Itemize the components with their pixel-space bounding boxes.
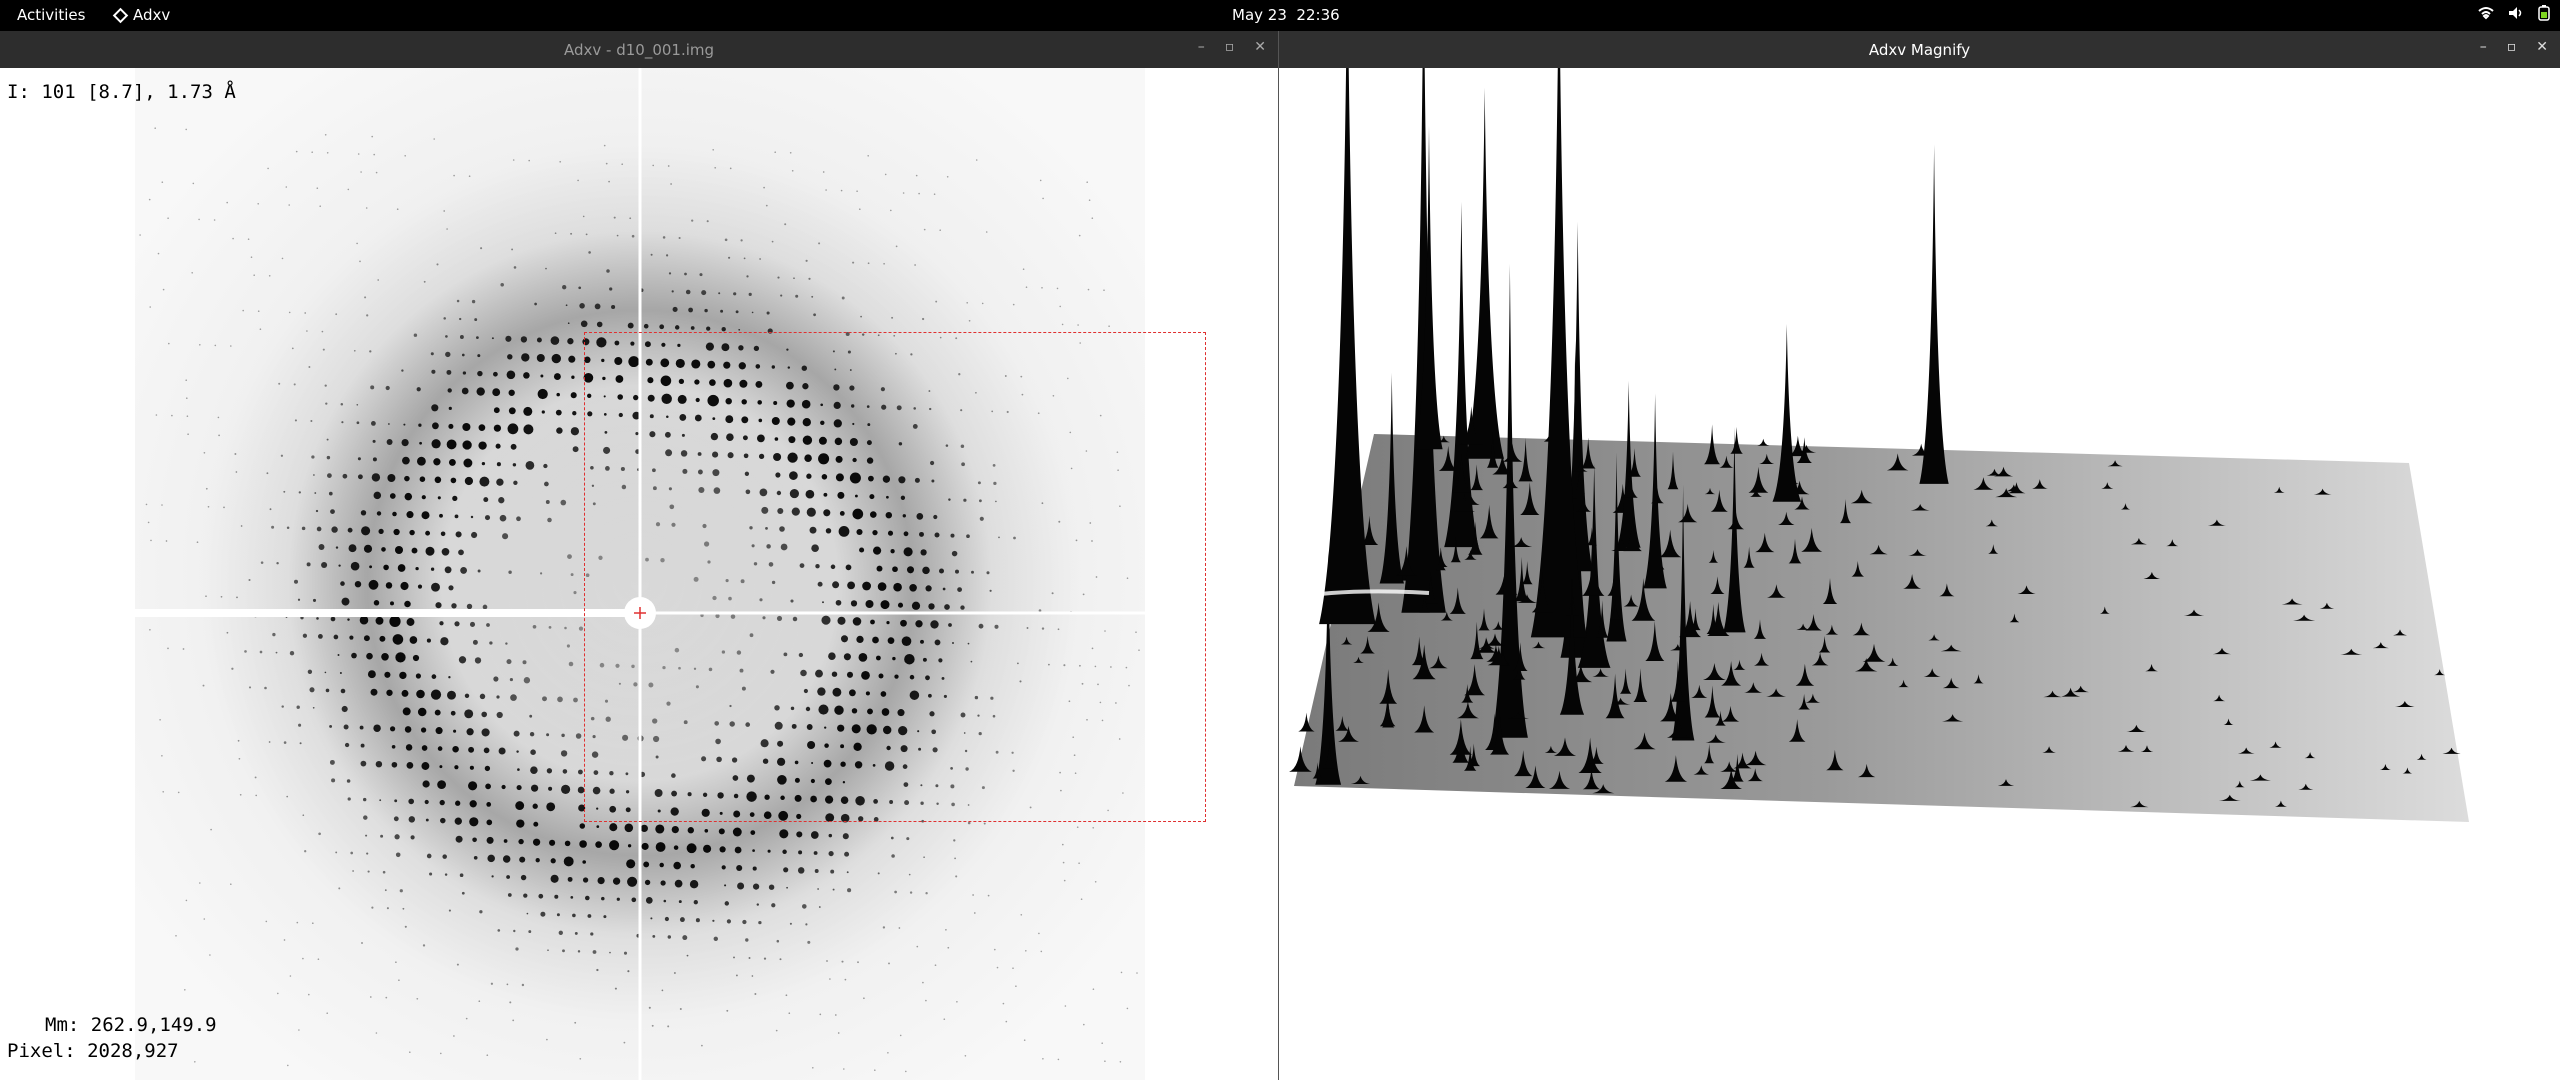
left-window-title: Adxv - d10_001.img: [563, 41, 715, 59]
diffraction-image[interactable]: [0, 68, 1278, 1080]
right-titlebar[interactable]: Adxv Magnify – ▫ ✕: [1279, 31, 2560, 68]
battery-icon: [2538, 5, 2550, 21]
system-tray[interactable]: [2478, 5, 2550, 21]
magnify-surface-plot[interactable]: [1279, 68, 2560, 1080]
clock-date: May 23: [1232, 6, 1287, 24]
app-menu-label: Adxv: [133, 6, 171, 24]
adxv-main-window[interactable]: Adxv - d10_001.img – ▫ ✕ I: 101 [8.7], 1…: [0, 31, 1278, 1080]
volume-icon: [2509, 7, 2522, 19]
left-close-button[interactable]: ✕: [1254, 39, 1266, 55]
app-menu[interactable]: Adxv: [112, 6, 171, 24]
right-window-title: Adxv Magnify: [1868, 41, 1971, 59]
clock[interactable]: May 23 22:36: [1232, 6, 1340, 24]
right-minimize-button[interactable]: –: [2479, 39, 2487, 55]
magnify-region-box[interactable]: [584, 332, 1206, 822]
mm-readout: Mm: 262.9,149.9: [45, 1014, 217, 1036]
left-maximize-button[interactable]: ▫: [1224, 39, 1235, 55]
left-titlebar[interactable]: Adxv - d10_001.img – ▫ ✕: [0, 31, 1278, 68]
top-bar: Activities Adxv May 23 22:36: [0, 0, 2560, 31]
intensity-readout: I: 101 [8.7], 1.73 Å: [7, 81, 236, 103]
right-close-button[interactable]: ✕: [2536, 39, 2548, 55]
activities-button[interactable]: Activities: [17, 6, 86, 24]
adxv-magnify-window[interactable]: Adxv Magnify – ▫ ✕: [1278, 31, 2560, 1080]
magnify-3d-view[interactable]: [1279, 68, 2560, 1080]
clock-time: 22:36: [1296, 6, 1340, 24]
pixel-readout: Pixel: 2028,927: [7, 1040, 179, 1062]
app-diamond-icon: [112, 7, 129, 23]
diffraction-image-canvas[interactable]: I: 101 [8.7], 1.73 Å Mm: 262.9,149.9 Pix…: [0, 68, 1278, 1080]
right-maximize-button[interactable]: ▫: [2506, 39, 2517, 55]
wifi-icon: [2478, 7, 2494, 20]
left-minimize-button[interactable]: –: [1197, 39, 1205, 55]
